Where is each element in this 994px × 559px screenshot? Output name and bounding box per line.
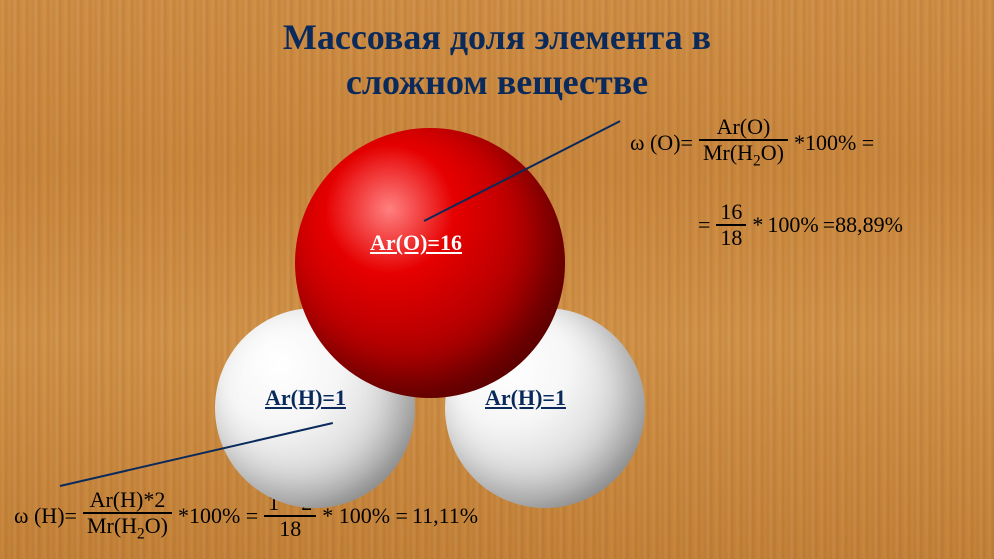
water-molecule-diagram bbox=[215, 128, 645, 498]
slide-title: Массовая доля элемента в сложном веществ… bbox=[0, 15, 994, 105]
oxygen-result: =88,89% bbox=[823, 212, 903, 238]
fraction-16-18: 16 18 bbox=[716, 200, 746, 250]
hydrogen-result: 11,11% bbox=[412, 503, 478, 529]
frac-den-mrh2o: Mr(H2O) bbox=[699, 141, 788, 170]
frac-num-arh2: Ar(H)*2 bbox=[86, 488, 170, 512]
oxygen-formula-row2: = 16 18 * 100% =88,89% bbox=[696, 200, 905, 250]
omega-o-lhs: ω (O)= bbox=[630, 130, 693, 156]
oxygen-mass-label: Ar(O)=16 bbox=[370, 230, 462, 256]
oxygen-formula-row1: ω (O)= Ar(O) Mr(H2O) *100% = bbox=[628, 115, 876, 171]
equals-1: = bbox=[698, 212, 710, 238]
hydrogen-formula: ω (H)= Ar(H)*2 Mr(H2O) *100% = 1 * 2 18 … bbox=[12, 488, 480, 544]
frac-den-18: 18 bbox=[716, 226, 746, 250]
frac-den-18-h: 18 bbox=[275, 517, 305, 541]
hydrogen-left-mass-label: Ar(H)=1 bbox=[265, 385, 346, 411]
times-100-eq-h: *100% = bbox=[178, 503, 258, 529]
frac-num-16: 16 bbox=[716, 200, 746, 224]
fraction-ar-mr-oxygen: Ar(O) Mr(H2O) bbox=[699, 115, 788, 171]
fraction-arh2-mr: Ar(H)*2 Mr(H2O) bbox=[83, 488, 172, 544]
title-line-2: сложном веществе bbox=[0, 60, 994, 105]
times-100-eq: *100% = bbox=[794, 130, 874, 156]
title-line-1: Массовая доля элемента в bbox=[0, 15, 994, 60]
frac-num-aro: Ar(O) bbox=[713, 115, 775, 139]
omega-h-lhs: ω (H)= bbox=[14, 503, 77, 529]
hydrogen-right-mass-label: Ar(H)=1 bbox=[485, 385, 566, 411]
frac-den-mrh2o-h: Mr(H2O) bbox=[83, 514, 172, 543]
times-sign: * bbox=[752, 212, 763, 238]
times-100-eq-h2: * 100% = bbox=[322, 503, 408, 529]
hundred-pct: 100% bbox=[767, 212, 818, 238]
